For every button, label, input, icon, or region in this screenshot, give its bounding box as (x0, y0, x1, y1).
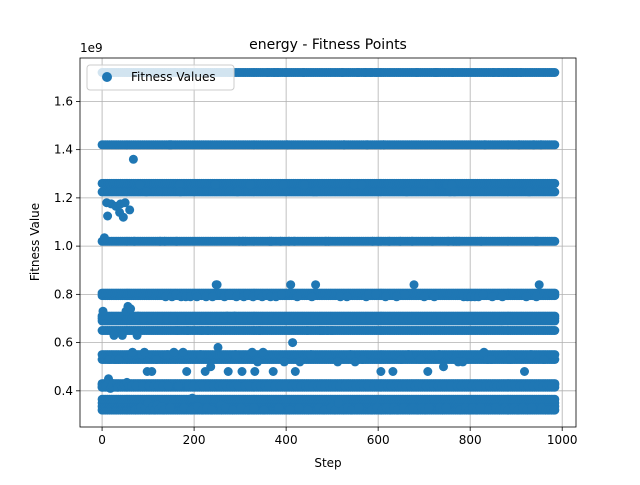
data-point (135, 180, 144, 189)
data-point (550, 140, 559, 149)
data-point (550, 326, 559, 335)
data-point (550, 68, 559, 77)
data-point (550, 187, 559, 196)
data-point (550, 237, 559, 246)
data-point (125, 205, 134, 214)
data-point (128, 348, 137, 357)
data-point (129, 155, 138, 164)
data-point (99, 307, 108, 316)
data-point (133, 331, 142, 340)
data-point (550, 395, 559, 404)
data-point (119, 213, 128, 222)
data-point (550, 350, 559, 359)
data-point (100, 233, 109, 242)
data-point (550, 179, 559, 188)
data-point (110, 331, 119, 340)
data-point (103, 212, 112, 221)
data-point (118, 331, 127, 340)
data-point (130, 237, 139, 246)
data-point (126, 304, 135, 313)
data-point (114, 355, 123, 364)
